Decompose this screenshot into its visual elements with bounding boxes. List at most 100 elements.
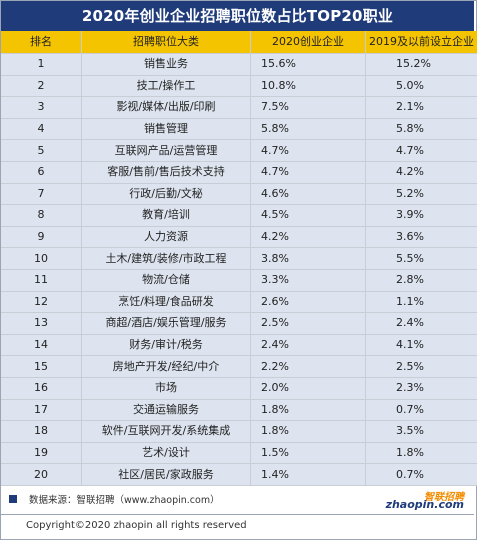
job-cell: 交通运输服务 [81,399,251,422]
value-2019-cell: 4.1% [365,334,477,357]
table-row: 8 教育/培训 4.5% 3.9% [1,204,477,227]
table-row: 18 软件/互联网开发/系统集成 1.8% 3.5% [1,420,477,443]
source-text: 数据来源：智联招聘（www.zhaopin.com） [29,495,220,506]
job-cell: 物流/仓储 [81,269,251,292]
value-2020-cell: 2.5% [250,312,366,335]
value-2020-cell: 1.5% [250,442,366,465]
value-2019-cell: 2.5% [365,355,477,378]
job-cell: 市场 [81,377,251,400]
rank-cell: 13 [1,312,82,335]
job-cell: 销售管理 [81,118,251,141]
rank-cell: 4 [1,118,82,141]
rank-cell: 1 [1,53,82,76]
data-table: 排名 招聘职位大类 2020创业企业 2019及以前设立企业 1 销售业务 15.6… [1,31,477,486]
zhaopin-logo: 智联招聘 zhaopin.com [384,488,464,512]
table-row: 10 土木/建筑/装修/市政工程 3.8% 5.5% [1,247,477,270]
chart-title: 2020年创业企业招聘职位数占比TOP20职业 [1,1,474,31]
value-2019-cell: 3.6% [365,226,477,249]
job-cell: 影视/媒体/出版/印刷 [81,96,251,119]
table-row: 16 市场 2.0% 2.3% [1,377,477,400]
header-job-category: 招聘职位大类 [81,31,251,54]
value-2020-cell: 4.7% [250,139,366,162]
rank-cell: 14 [1,334,82,357]
job-cell: 软件/互联网开发/系统集成 [81,420,251,443]
copyright-text: Copyright©2020 zhaopin all rights reserv… [26,520,247,531]
value-2019-cell: 1.8% [365,442,477,465]
value-2020-cell: 2.2% [250,355,366,378]
header-rank: 排名 [1,31,82,54]
value-2020-cell: 2.4% [250,334,366,357]
value-2020-cell: 15.6% [250,53,366,76]
value-2020-cell: 3.3% [250,269,366,292]
rank-cell: 6 [1,161,82,184]
value-2020-cell: 4.5% [250,204,366,227]
rank-cell: 11 [1,269,82,292]
value-2019-cell: 2.3% [365,377,477,400]
table-row: 3 影视/媒体/出版/印刷 7.5% 2.1% [1,96,477,119]
value-2019-cell: 2.8% [365,269,477,292]
job-cell: 技工/操作工 [81,75,251,98]
job-cell: 商超/酒店/娱乐管理/服务 [81,312,251,335]
value-2020-cell: 5.8% [250,118,366,141]
table-row: 20 社区/居民/家政服务 1.4% 0.7% [1,463,477,486]
job-cell: 行政/后勤/文秘 [81,183,251,206]
value-2019-cell: 5.0% [365,75,477,98]
value-2019-cell: 4.2% [365,161,477,184]
logo-cn: 智联招聘 [424,492,464,503]
job-cell: 社区/居民/家政服务 [81,463,251,486]
rank-cell: 19 [1,442,82,465]
table-row: 17 交通运输服务 1.8% 0.7% [1,399,477,422]
rank-cell: 17 [1,399,82,422]
job-cell: 土木/建筑/装修/市政工程 [81,247,251,270]
value-2020-cell: 1.8% [250,399,366,422]
value-2020-cell: 2.6% [250,291,366,314]
rank-cell: 10 [1,247,82,270]
value-2019-cell: 5.8% [365,118,477,141]
value-2019-cell: 0.7% [365,399,477,422]
table-row: 14 财务/审计/税务 2.4% 4.1% [1,334,477,357]
rank-cell: 15 [1,355,82,378]
value-2019-cell: 2.4% [365,312,477,335]
source-bar: 数据来源：智联招聘（www.zhaopin.com） 智联招聘 zhaopin.… [1,486,474,515]
value-2020-cell: 4.6% [250,183,366,206]
rank-cell: 18 [1,420,82,443]
table-row: 5 互联网产品/运营管理 4.7% 4.7% [1,139,477,162]
logo-en: zhaopin.com [385,498,464,511]
value-2019-cell: 1.1% [365,291,477,314]
rank-cell: 5 [1,139,82,162]
job-cell: 艺术/设计 [81,442,251,465]
value-2020-cell: 4.2% [250,226,366,249]
rank-cell: 3 [1,96,82,119]
table-row: 6 客服/售前/售后技术支持 4.7% 4.2% [1,161,477,184]
job-cell: 房地产开发/经纪/中介 [81,355,251,378]
header-2020: 2020创业企业 [250,31,366,54]
value-2020-cell: 7.5% [250,96,366,119]
table-row: 4 销售管理 5.8% 5.8% [1,118,477,141]
rank-cell: 16 [1,377,82,400]
rank-cell: 2 [1,75,82,98]
rank-cell: 7 [1,183,82,206]
value-2019-cell: 4.7% [365,139,477,162]
value-2020-cell: 4.7% [250,161,366,184]
value-2019-cell: 0.7% [365,463,477,486]
table-row: 15 房地产开发/经纪/中介 2.2% 2.5% [1,355,477,378]
table-row: 2 技工/操作工 10.8% 5.0% [1,75,477,98]
job-cell: 财务/审计/税务 [81,334,251,357]
rank-cell: 9 [1,226,82,249]
rank-cell: 8 [1,204,82,227]
table-row: 1 销售业务 15.6% 15.2% [1,53,477,76]
table-row: 13 商超/酒店/娱乐管理/服务 2.5% 2.4% [1,312,477,335]
value-2020-cell: 1.4% [250,463,366,486]
job-cell: 烹饪/料理/食品研发 [81,291,251,314]
value-2019-cell: 5.2% [365,183,477,206]
job-cell: 客服/售前/售后技术支持 [81,161,251,184]
table-row: 19 艺术/设计 1.5% 1.8% [1,442,477,465]
table-row: 11 物流/仓储 3.3% 2.8% [1,269,477,292]
rank-cell: 20 [1,463,82,486]
value-2019-cell: 3.9% [365,204,477,227]
table-row: 9 人力资源 4.2% 3.6% [1,226,477,249]
job-cell: 销售业务 [81,53,251,76]
table-header-row: 排名 招聘职位大类 2020创业企业 2019及以前设立企业 [1,31,477,54]
rank-cell: 12 [1,291,82,314]
value-2020-cell: 10.8% [250,75,366,98]
